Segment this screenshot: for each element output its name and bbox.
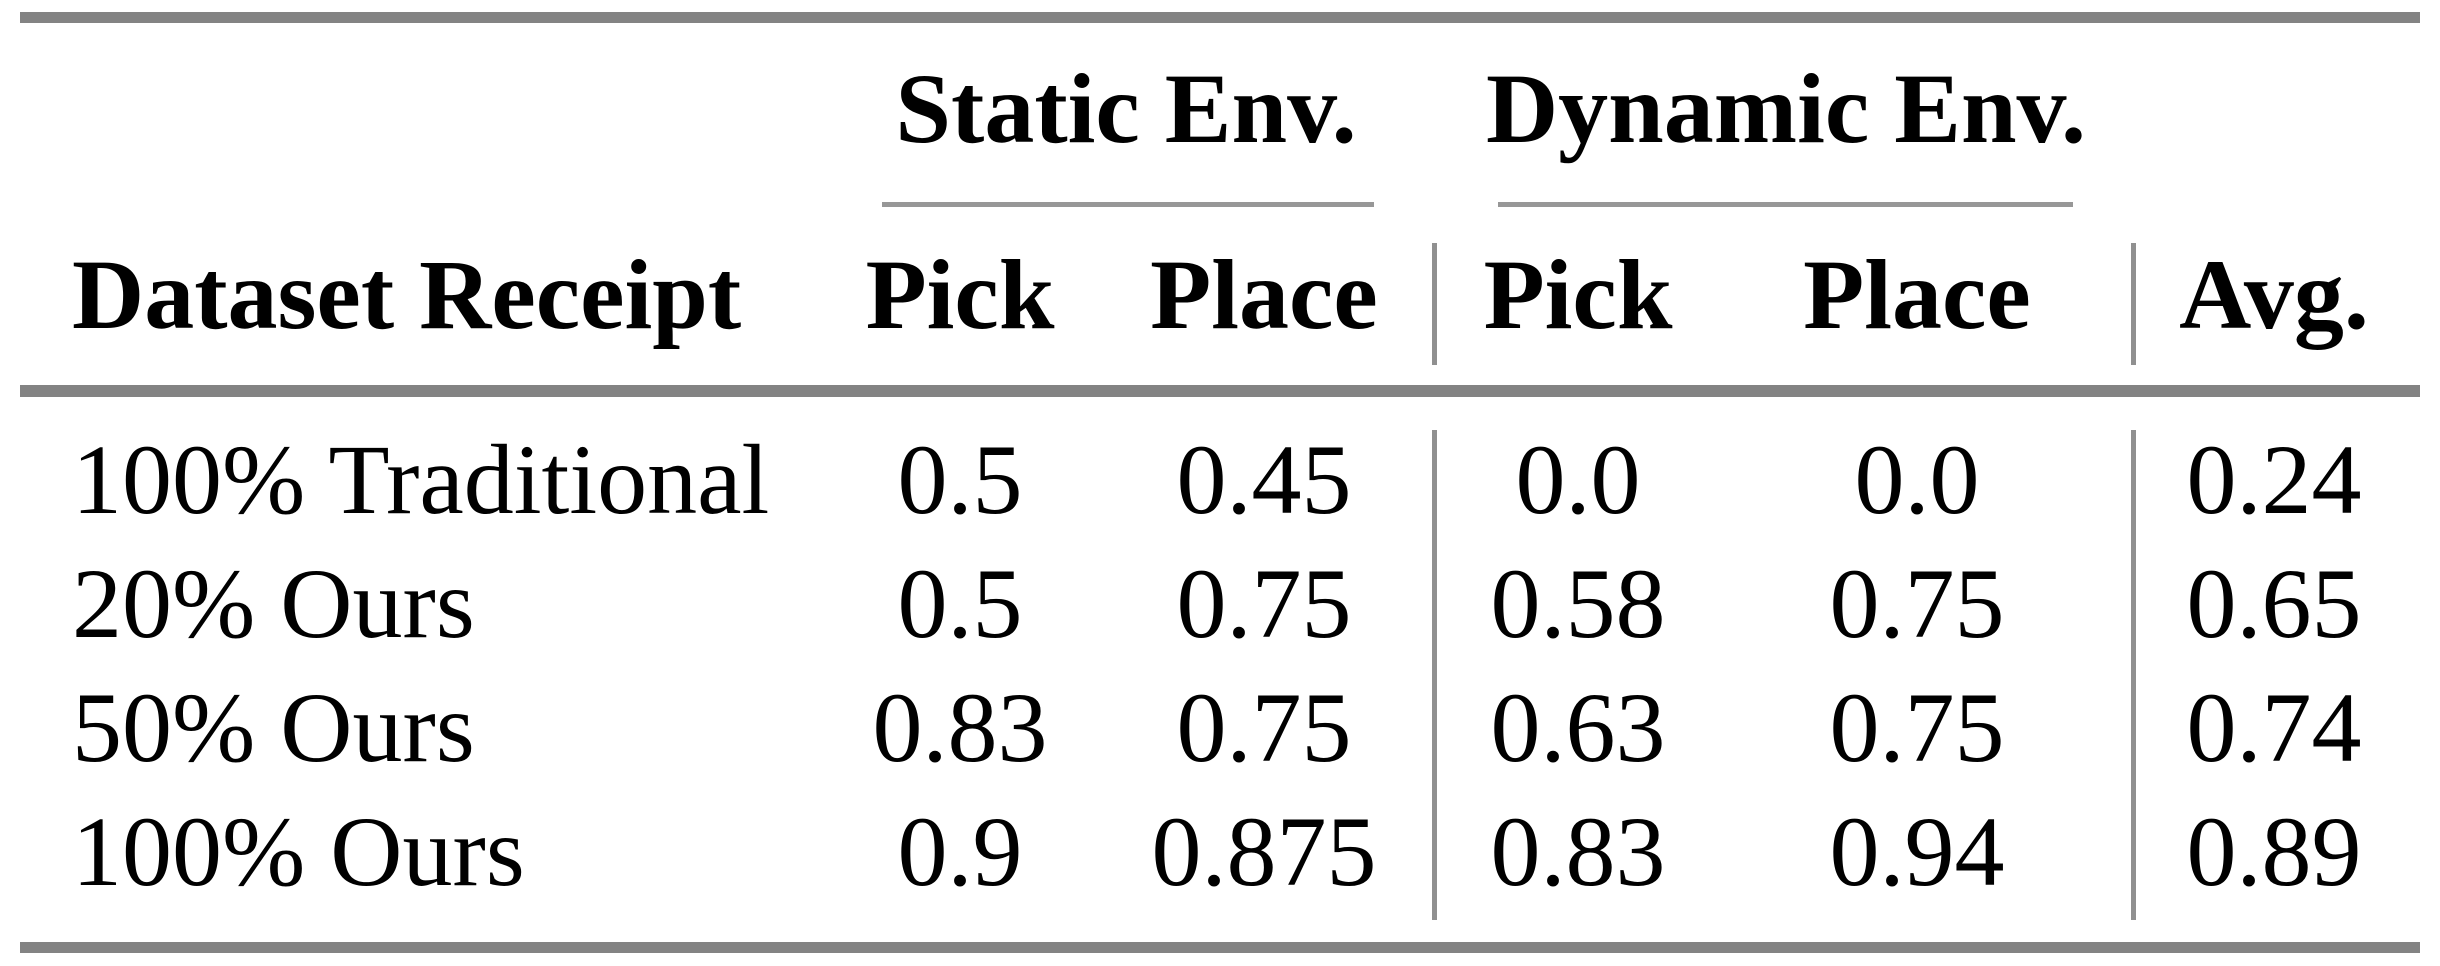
cell-avg: 0.89	[2186, 796, 2362, 907]
cell-dynamic-pick: 0.0	[1515, 424, 1641, 535]
static-env-underline	[882, 202, 1374, 207]
cell-static-place: 0.75	[1176, 672, 1352, 783]
cell-static-pick: 0.83	[872, 672, 1048, 783]
cell-dynamic-pick: 0.58	[1490, 548, 1666, 659]
group-header-static-env: Static Env.	[895, 53, 1357, 164]
row-label: 100% Ours	[72, 796, 525, 907]
cell-static-place: 0.45	[1176, 424, 1352, 535]
row-label: 20% Ours	[72, 548, 475, 659]
column-header-static-pick: Pick	[865, 239, 1055, 350]
cell-dynamic-place: 0.0	[1854, 424, 1980, 535]
group-header-dynamic-env: Dynamic Env.	[1485, 53, 2087, 164]
table-top-rule	[20, 12, 2420, 23]
column-header-static-place: Place	[1150, 239, 1378, 350]
cell-static-pick: 0.5	[897, 424, 1023, 535]
column-separator	[2131, 243, 2136, 365]
column-header-dataset-receipt: Dataset Receipt	[72, 239, 742, 350]
column-header-avg: Avg.	[2179, 239, 2369, 350]
column-separator	[1432, 243, 1437, 365]
cell-avg: 0.74	[2186, 672, 2362, 783]
dynamic-env-underline	[1498, 202, 2073, 207]
row-label: 100% Traditional	[72, 424, 770, 535]
cell-dynamic-place: 0.75	[1829, 548, 2005, 659]
cell-static-place: 0.875	[1151, 796, 1377, 907]
cell-static-place: 0.75	[1176, 548, 1352, 659]
cell-dynamic-pick: 0.63	[1490, 672, 1666, 783]
cell-static-pick: 0.5	[897, 548, 1023, 659]
cell-avg: 0.65	[2186, 548, 2362, 659]
cell-dynamic-place: 0.94	[1829, 796, 2005, 907]
column-separator	[2131, 430, 2136, 920]
column-header-dynamic-place: Place	[1803, 239, 2031, 350]
cell-dynamic-place: 0.75	[1829, 672, 2005, 783]
cell-dynamic-pick: 0.83	[1490, 796, 1666, 907]
table-bottom-rule	[20, 942, 2420, 953]
row-label: 50% Ours	[72, 672, 475, 783]
cell-avg: 0.24	[2186, 424, 2362, 535]
cell-static-pick: 0.9	[897, 796, 1023, 907]
table-header-rule	[20, 385, 2420, 397]
column-header-dynamic-pick: Pick	[1483, 239, 1673, 350]
column-separator	[1432, 430, 1437, 920]
